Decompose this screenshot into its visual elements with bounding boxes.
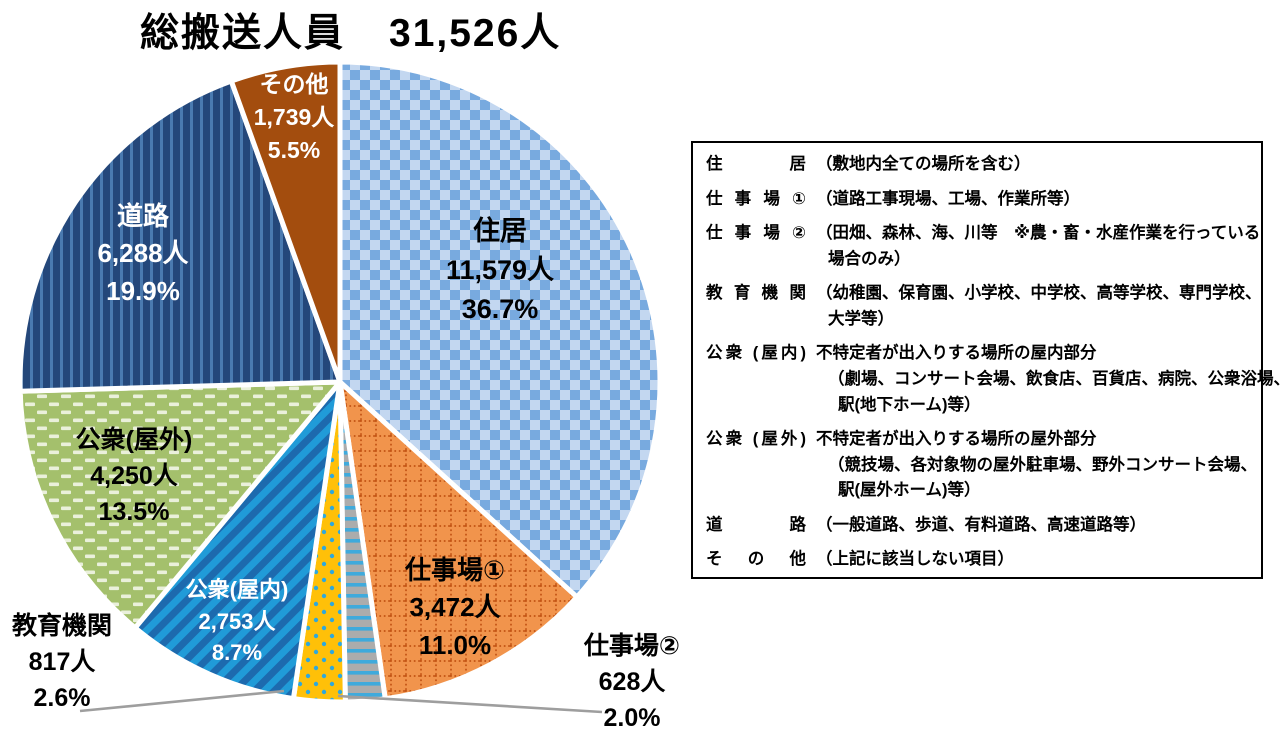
legend-term: 仕事場② <box>706 224 806 243</box>
legend-definition-line: （競技場、各対象物の屋外駐車場、野外コンサート会場、 <box>828 455 1257 474</box>
legend-definition: （道路工事現場、工場、作業所等） <box>816 187 1249 213</box>
legend-row: その他 （上記に該当しない項目） <box>706 547 1249 573</box>
legend-term: 住居 <box>706 155 806 173</box>
leader-line-right <box>337 694 603 714</box>
legend-definition-line: （上記に該当しない項目） <box>816 550 1014 569</box>
legend-definition-line: 不特定者が出入りする場所の屋外部分 <box>816 430 1097 449</box>
legend-definition: （一般道路、歩道、有料道路、高速道路等） <box>816 513 1249 539</box>
legend-term: 道路 <box>706 515 806 534</box>
legend-definition: （上記に該当しない項目） <box>816 547 1249 573</box>
legend-row: 公衆 (屋内) 不特定者が出入りする場所の屋内部分 （劇場、コンサート会場、飲食店、… <box>706 341 1280 418</box>
legend-definition-line: （一般道路、歩道、有料道路、高速道路等） <box>816 515 1146 534</box>
pie-slice-その他 <box>228 59 343 385</box>
legend-term: 公衆 (屋外) <box>706 430 806 449</box>
legend-term: その他 <box>706 550 806 569</box>
legend-definition-line: 大学等） <box>828 309 894 328</box>
leader-line-left <box>79 689 285 713</box>
legend-term: 仕事場① <box>706 189 806 208</box>
pie-slice-住居 <box>337 59 663 600</box>
legend-definition: （敷地内全ての場所を含む） <box>816 152 1249 178</box>
legend-row: 教育機関 （幼稚園、保育園、小学校、中学校、高等学校、専門学校、大学等） <box>706 281 1262 332</box>
legend-term: 教育機関 <box>706 284 806 303</box>
legend-row: 公衆 (屋外) 不特定者が出入りする場所の屋外部分 （競技場、各対象物の屋外駐車場、… <box>706 427 1257 504</box>
legend-row: 住居 （敷地内全ての場所を含む） <box>706 152 1249 178</box>
legend-definition-line: （敷地内全ての場所を含む） <box>816 155 1031 173</box>
legend-definition-line: （道路工事現場、工場、作業所等） <box>816 189 1080 208</box>
pie-slice-公衆(屋内) <box>132 379 343 702</box>
legend-definition: 不特定者が出入りする場所の屋内部分 （劇場、コンサート会場、飲食店、百貨店、病院、… <box>816 341 1280 418</box>
pie-slice-道路 <box>17 78 343 394</box>
legend-definition-line: 駅(屋外ホーム)等） <box>838 481 981 500</box>
legend-definition: （幼稚園、保育園、小学校、中学校、高等学校、専門学校、大学等） <box>816 281 1262 332</box>
pie-chart <box>17 59 663 714</box>
legend-definition-line: （田畑、森林、海、川等 ※農・畜・水産作業を行っている <box>816 224 1261 243</box>
legend-definition-line: 場合のみ） <box>828 249 911 268</box>
legend-definition-line: 不特定者が出入りする場所の屋内部分 <box>816 344 1097 363</box>
legend-definition-line: （劇場、コンサート会場、飲食店、百貨店、病院、公衆浴場、 <box>828 369 1280 388</box>
legend-row: 道路 （一般道路、歩道、有料道路、高速道路等） <box>706 513 1249 539</box>
legend-row: 仕事場② （田畑、森林、海、川等 ※農・畜・水産作業を行っている場合のみ） <box>706 221 1260 272</box>
legend-term: 公衆 (屋内) <box>706 344 806 363</box>
legend-definition: 不特定者が出入りする場所の屋外部分 （競技場、各対象物の屋外駐車場、野外コンサート… <box>816 427 1257 504</box>
legend-definition-line: 駅(地下ホーム)等） <box>838 395 981 414</box>
pie-slice-公衆(屋外) <box>17 379 343 631</box>
legend-definition-line: （幼稚園、保育園、小学校、中学校、高等学校、専門学校、 <box>816 284 1262 303</box>
chart-title-text: 総搬送人員 <box>140 12 346 55</box>
pie-slice-仕事場① <box>337 379 580 702</box>
chart-title-value: 31,526人 <box>389 12 562 55</box>
legend-box: 住居 （敷地内全ての場所を含む） 仕事場① （道路工事現場、工場、作業所等） 仕事場② （… <box>691 141 1280 579</box>
legend-row: 仕事場① （道路工事現場、工場、作業所等） <box>706 187 1249 213</box>
chart-title: 総搬送人員 31,526人 <box>140 2 561 58</box>
legend-definition: （田畑、森林、海、川等 ※農・畜・水産作業を行っている場合のみ） <box>816 221 1260 272</box>
